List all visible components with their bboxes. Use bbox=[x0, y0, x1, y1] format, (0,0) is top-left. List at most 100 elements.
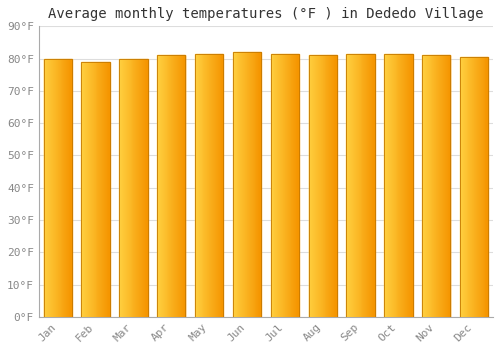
Bar bbox=[292, 54, 294, 317]
Bar bbox=[238, 52, 240, 317]
Bar bbox=[89, 62, 90, 317]
Bar bbox=[396, 54, 398, 317]
Bar bbox=[374, 54, 375, 317]
Bar bbox=[46, 58, 48, 317]
Bar bbox=[55, 58, 56, 317]
Bar bbox=[315, 55, 316, 317]
Bar bbox=[52, 58, 53, 317]
Bar bbox=[442, 55, 443, 317]
Bar bbox=[209, 54, 210, 317]
Bar bbox=[310, 55, 312, 317]
Bar bbox=[175, 55, 176, 317]
Bar bbox=[180, 55, 181, 317]
Bar bbox=[373, 54, 374, 317]
Bar bbox=[90, 62, 91, 317]
Bar bbox=[96, 62, 98, 317]
Bar bbox=[405, 54, 406, 317]
Bar bbox=[462, 57, 463, 317]
Bar bbox=[178, 55, 179, 317]
Bar bbox=[480, 57, 481, 317]
Bar bbox=[278, 54, 279, 317]
Bar bbox=[145, 58, 146, 317]
Bar bbox=[297, 54, 298, 317]
Bar bbox=[437, 55, 438, 317]
Bar bbox=[58, 58, 59, 317]
Bar bbox=[346, 54, 375, 317]
Bar bbox=[477, 57, 478, 317]
Bar bbox=[384, 54, 412, 317]
Bar bbox=[369, 54, 370, 317]
Bar bbox=[313, 55, 314, 317]
Bar bbox=[68, 58, 69, 317]
Bar bbox=[177, 55, 178, 317]
Bar bbox=[168, 55, 170, 317]
Bar bbox=[200, 54, 202, 317]
Bar bbox=[173, 55, 174, 317]
Bar bbox=[367, 54, 368, 317]
Bar bbox=[407, 54, 408, 317]
Bar bbox=[88, 62, 89, 317]
Bar bbox=[384, 54, 385, 317]
Bar bbox=[285, 54, 286, 317]
Bar bbox=[202, 54, 203, 317]
Bar bbox=[260, 52, 261, 317]
Bar bbox=[448, 55, 450, 317]
Bar bbox=[139, 58, 140, 317]
Bar bbox=[195, 54, 196, 317]
Title: Average monthly temperatures (°F ) in Dededo Village: Average monthly temperatures (°F ) in De… bbox=[48, 7, 484, 21]
Bar bbox=[247, 52, 248, 317]
Bar bbox=[159, 55, 160, 317]
Bar bbox=[354, 54, 355, 317]
Bar bbox=[254, 52, 256, 317]
Bar bbox=[124, 58, 125, 317]
Bar bbox=[103, 62, 104, 317]
Bar bbox=[233, 52, 261, 317]
Bar bbox=[140, 58, 141, 317]
Bar bbox=[410, 54, 412, 317]
Bar bbox=[84, 62, 85, 317]
Bar bbox=[233, 52, 234, 317]
Bar bbox=[179, 55, 180, 317]
Bar bbox=[461, 57, 462, 317]
Bar bbox=[82, 62, 110, 317]
Bar bbox=[215, 54, 216, 317]
Bar bbox=[182, 55, 184, 317]
Bar bbox=[443, 55, 444, 317]
Bar bbox=[408, 54, 409, 317]
Bar bbox=[328, 55, 330, 317]
Bar bbox=[314, 55, 315, 317]
Bar bbox=[482, 57, 484, 317]
Bar bbox=[426, 55, 427, 317]
Bar bbox=[466, 57, 468, 317]
Bar bbox=[160, 55, 161, 317]
Bar bbox=[439, 55, 440, 317]
Bar bbox=[351, 54, 352, 317]
Bar bbox=[346, 54, 348, 317]
Bar bbox=[352, 54, 353, 317]
Bar bbox=[326, 55, 328, 317]
Bar bbox=[290, 54, 292, 317]
Bar bbox=[242, 52, 243, 317]
Bar bbox=[184, 55, 186, 317]
Bar bbox=[422, 55, 423, 317]
Bar bbox=[464, 57, 466, 317]
Bar bbox=[372, 54, 373, 317]
Bar bbox=[349, 54, 350, 317]
Bar bbox=[248, 52, 249, 317]
Bar bbox=[402, 54, 403, 317]
Bar bbox=[107, 62, 108, 317]
Bar bbox=[132, 58, 134, 317]
Bar bbox=[360, 54, 362, 317]
Bar bbox=[44, 58, 46, 317]
Bar bbox=[284, 54, 285, 317]
Bar bbox=[164, 55, 166, 317]
Bar bbox=[134, 58, 136, 317]
Bar bbox=[430, 55, 432, 317]
Bar bbox=[424, 55, 425, 317]
Bar bbox=[69, 58, 70, 317]
Bar bbox=[50, 58, 51, 317]
Bar bbox=[322, 55, 324, 317]
Bar bbox=[120, 58, 121, 317]
Bar bbox=[141, 58, 142, 317]
Bar bbox=[390, 54, 391, 317]
